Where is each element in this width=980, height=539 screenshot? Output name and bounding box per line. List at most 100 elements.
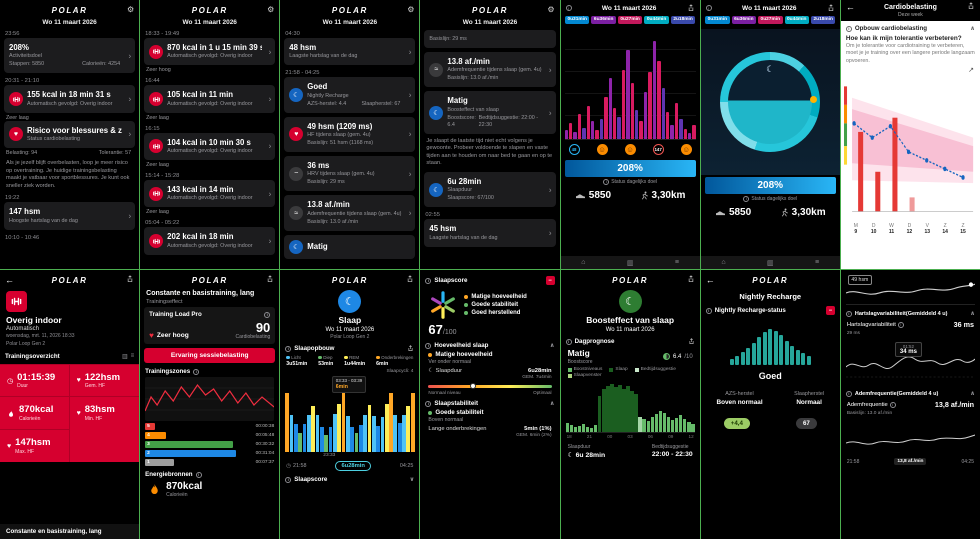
section-header[interactable]: i Ademfrequentie(Gemiddeld 4 u) ∧ <box>845 390 975 397</box>
smiley-marker-icon[interactable]: ☺ <box>596 143 608 155</box>
collapse-icon[interactable]: − <box>825 306 835 315</box>
zone-chip[interactable]: 6u36min <box>731 16 757 24</box>
info-icon[interactable]: i <box>285 345 292 352</box>
distance-stat[interactable]: 3,30km <box>780 207 826 218</box>
info-icon[interactable]: i <box>889 401 896 408</box>
section-header[interactable]: Energiebronnen i <box>145 471 274 478</box>
session-rpe-button[interactable]: Ervaring sessiebelasting <box>144 348 276 364</box>
home-icon[interactable]: ⌂ <box>721 259 726 266</box>
info-icon[interactable]: i <box>705 307 712 314</box>
highest-hr-card[interactable]: 147 hsm Hoogste hartslag van de dag › <box>4 202 136 230</box>
smiley-marker-icon[interactable]: ☺ <box>624 143 636 155</box>
share-icon[interactable] <box>407 345 414 352</box>
sleep-charge-badge[interactable]: 67 <box>795 418 817 429</box>
share-icon[interactable] <box>687 275 695 283</box>
share-icon[interactable] <box>126 275 134 283</box>
activity-bar-chart[interactable] <box>564 27 696 140</box>
share-icon[interactable] <box>687 4 695 12</box>
share-icon[interactable] <box>688 338 695 345</box>
zone-chip[interactable]: 0u44min <box>784 16 809 24</box>
next-section-header[interactable]: i Slaapscore ∨ <box>285 476 414 483</box>
settings-gear-icon[interactable]: ⚙ <box>407 5 415 14</box>
ans-charge-badge[interactable]: +4,4 <box>723 418 750 429</box>
heart-rate-chart[interactable] <box>145 377 275 422</box>
info-icon[interactable]: i <box>565 5 572 11</box>
chart-view-icon[interactable]: ▥ <box>121 353 128 360</box>
info-icon[interactable]: i <box>264 311 271 318</box>
distance-stat[interactable]: 3,30km <box>640 190 685 201</box>
breathing-rate-card[interactable]: ≈ 13.8 af./min Ademfrequentie tijdens sl… <box>284 195 416 231</box>
auto-training-card[interactable]: 202 kcal in 18 min Automatisch gevolgd: O… <box>144 227 276 255</box>
info-icon[interactable]: i <box>193 368 200 375</box>
auto-training-card[interactable]: 105 kcal in 11 min Automatisch gevolgd: O… <box>144 85 276 113</box>
breathing-rate-card[interactable]: ≈ 13.8 af./min Ademfrequentie tijdens sl… <box>424 52 556 88</box>
breathing-chart[interactable] <box>845 417 976 457</box>
section-header[interactable]: i Hoeveelheid slaap ∧ <box>425 342 555 349</box>
zone-chip[interactable]: 0u44min <box>644 16 669 24</box>
back-arrow-icon[interactable]: ← <box>705 275 715 285</box>
training-load-pro-card[interactable]: Training Load Pro i ♥ Zeer hoog 90 Cardiobe… <box>144 307 276 345</box>
auto-training-card[interactable]: 143 kcal in 14 min Automatisch gevolgd: O… <box>144 180 276 208</box>
section-header[interactable]: i Hartslagvariabiliteit(Gemiddeld 4 u) ∧ <box>845 310 975 317</box>
zone-chip[interactable]: 6u36min <box>591 16 616 24</box>
settings-gear-icon[interactable]: ⚙ <box>126 5 135 14</box>
info-icon[interactable]: i <box>845 310 852 317</box>
back-arrow-icon[interactable]: ← <box>845 2 855 12</box>
share-icon[interactable] <box>827 4 835 12</box>
collapse-icon[interactable]: − <box>545 276 555 285</box>
info-icon[interactable]: i <box>845 390 852 397</box>
zone-chip[interactable]: 0u31min <box>564 16 590 24</box>
sleep-boost-card-cut[interactable]: ☾ Matig <box>284 234 416 259</box>
section-header[interactable]: Trainingsoverzicht ▥ ≡ <box>5 353 134 360</box>
smiley-marker-icon[interactable]: ☺ <box>680 143 692 155</box>
diary-icon[interactable]: ▥ <box>767 259 774 267</box>
list-view-icon[interactable]: ≡ <box>130 353 135 359</box>
section-header[interactable]: i Nightly Recharge-status − <box>705 306 835 315</box>
nightly-recharge-card[interactable]: ☾ Goed Nightly Recharge AZS-herstel: 4.4… <box>284 77 416 113</box>
section-header[interactable]: i Slaapstabiliteit ∧ <box>425 400 555 407</box>
section-header[interactable]: i Slaapopbouw <box>285 345 414 352</box>
info-icon[interactable]: i <box>285 476 292 483</box>
sleep-boost-card[interactable]: ☾ Matig Boosteffect van slaap Boostscore… <box>424 91 556 134</box>
section-header[interactable]: i Slaapscore − <box>425 276 555 285</box>
section-header[interactable]: i Dagprognose <box>565 338 695 345</box>
hrv-card-tail[interactable]: Basislijn: 29 ms <box>424 30 556 49</box>
bedtime-suggestion-block[interactable]: Bedtijdsuggestie 22:00 - 22:30 <box>652 444 693 459</box>
back-arrow-icon[interactable]: ← <box>5 275 14 285</box>
hypnogram-chart[interactable] <box>285 390 415 452</box>
share-icon[interactable] <box>406 275 414 283</box>
zone-chip[interactable]: 0u27min <box>758 16 783 24</box>
auto-training-card[interactable]: 104 kcal in 10 min 30 s Automatisch gevol… <box>144 132 276 161</box>
info-icon[interactable]: i <box>603 178 610 185</box>
info-icon[interactable]: i <box>425 277 432 284</box>
menu-icon[interactable]: ≡ <box>815 259 820 266</box>
min-hr-marker[interactable]: 48 <box>568 143 580 155</box>
auto-training-card[interactable]: 155 kcal in 18 min 31 s Automatisch gevo… <box>4 85 136 113</box>
info-icon[interactable]: i <box>743 195 750 202</box>
24h-activity-dial[interactable]: ☾ <box>720 51 821 152</box>
info-icon[interactable]: i <box>897 321 904 328</box>
share-icon[interactable] <box>266 275 274 283</box>
settings-gear-icon[interactable]: ⚙ <box>267 5 275 14</box>
auto-training-card[interactable]: 870 kcal in 1 u 15 min 39 s Automatisch g… <box>144 38 276 66</box>
settings-gear-icon[interactable]: ⚙ <box>547 5 555 14</box>
max-hr-marker[interactable]: 147 <box>652 143 664 155</box>
zone-chip[interactable]: 2u18min <box>810 16 836 24</box>
zone-chip[interactable]: 0u31min <box>705 16 730 24</box>
zone-chip[interactable]: 0u27min <box>617 16 643 24</box>
diary-icon[interactable]: ▥ <box>626 259 634 267</box>
cardio-load-status-card[interactable]: ♥ Risico voor blessures & ziekte Status … <box>4 120 136 149</box>
boost-level-chart[interactable] <box>565 381 695 433</box>
info-icon[interactable]: i <box>845 25 852 32</box>
expand-chart-icon[interactable]: ↗ <box>968 66 974 74</box>
sleep-hrv-card[interactable]: ~ 36 ms HRV tijdens slaap (gem. 4u) Basi… <box>284 156 416 192</box>
lowest-hr-card[interactable]: 45 hsm Laagste hartslag van de dag › <box>424 219 556 247</box>
activity-goal-card[interactable]: 208% Activiteitsdoel Stappen: 5850 Calori… <box>4 38 136 74</box>
menu-icon[interactable]: ≡ <box>674 259 679 266</box>
steps-stat[interactable]: 5850 <box>575 190 611 201</box>
section-header[interactable]: i Opbouw cardiobelasting ∧ <box>845 25 975 32</box>
lowest-hr-card[interactable]: 48 hsm Laagste hartslag van de dag › <box>284 38 416 66</box>
home-icon[interactable]: ⌂ <box>581 259 586 266</box>
zone-chip[interactable]: 2u18min <box>670 16 696 24</box>
info-icon[interactable]: i <box>565 338 572 345</box>
